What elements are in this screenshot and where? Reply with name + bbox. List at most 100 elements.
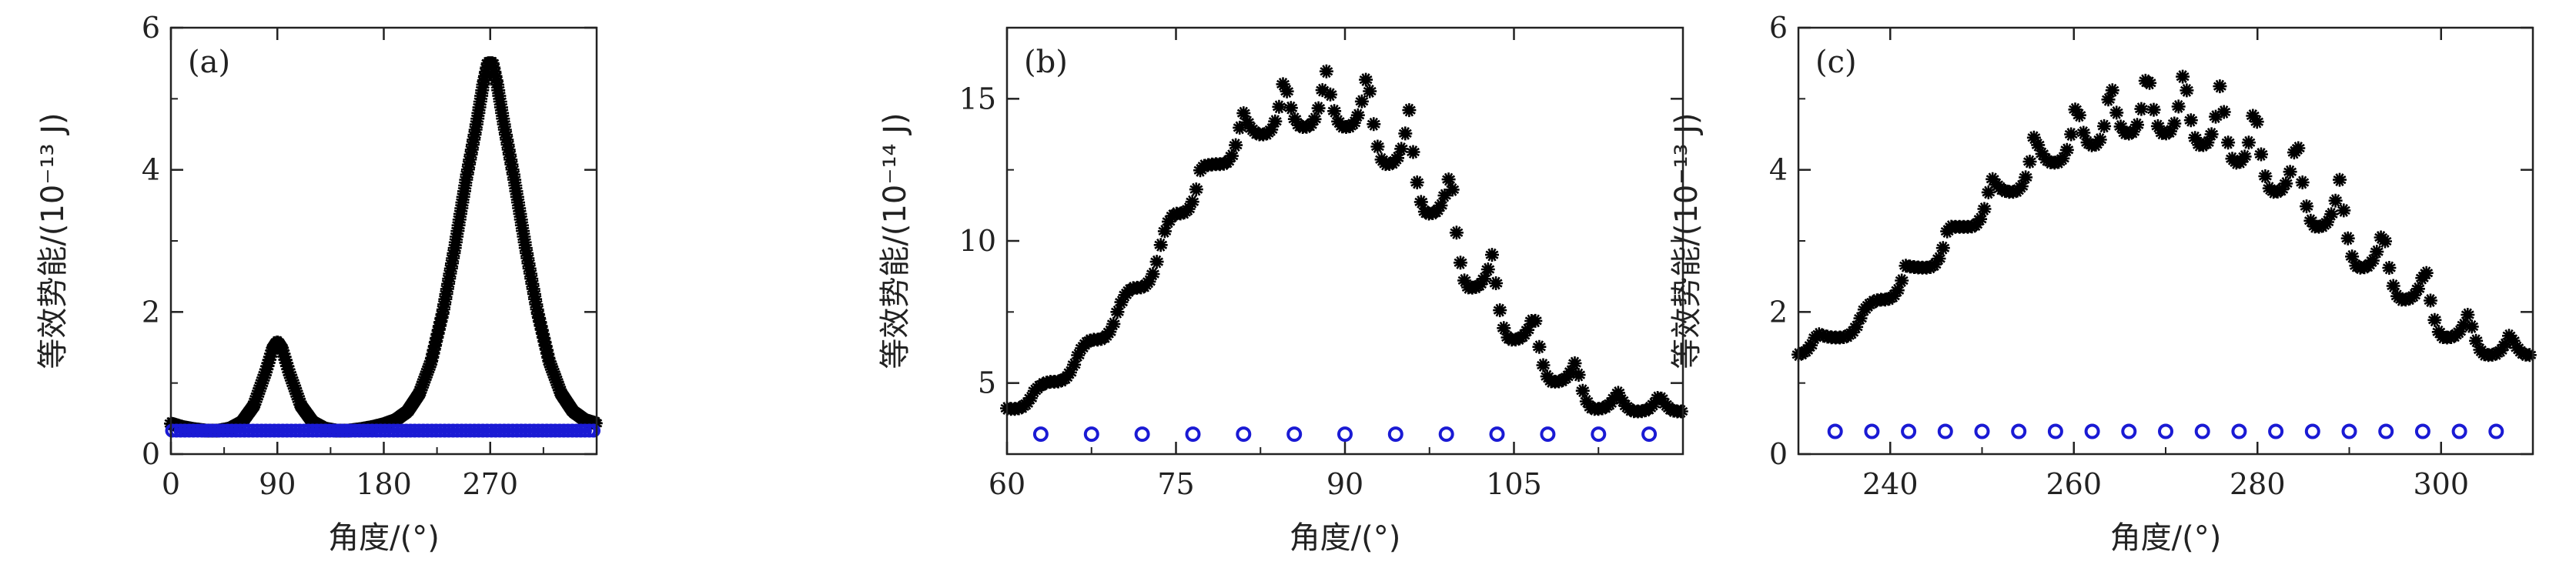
series-circle-b bbox=[1032, 426, 1658, 443]
data-point-star bbox=[427, 342, 441, 357]
data-point-star bbox=[1363, 84, 1377, 99]
data-point-star bbox=[1319, 64, 1333, 79]
data-point-star bbox=[1804, 338, 1818, 352]
data-point-star bbox=[2068, 102, 2083, 117]
data-point-star bbox=[2410, 282, 2425, 296]
data-point-star bbox=[1323, 87, 1337, 102]
x-tick-label: 270 bbox=[462, 467, 518, 501]
data-point-star bbox=[2485, 347, 2500, 362]
data-point-star bbox=[1350, 108, 1365, 122]
data-point-star bbox=[1611, 386, 1625, 400]
data-point-star bbox=[2473, 342, 2487, 357]
data-point-star bbox=[2146, 102, 2161, 117]
data-point-star bbox=[1619, 399, 1634, 413]
data-point-circle bbox=[1236, 426, 1252, 443]
data-point-star bbox=[1445, 182, 1460, 197]
data-point-star bbox=[2365, 253, 2380, 268]
y-axis-label: 等效势能/(10⁻¹⁴ J) bbox=[878, 112, 913, 369]
data-point-star bbox=[1283, 101, 1298, 115]
data-point-star bbox=[2167, 116, 2182, 131]
y-tick-label: 0 bbox=[1769, 437, 1788, 471]
data-point-star bbox=[1240, 115, 1255, 129]
data-point-star bbox=[2076, 125, 2091, 140]
data-point-circle bbox=[587, 423, 601, 438]
data-point-star bbox=[2064, 127, 2079, 142]
data-point-circle bbox=[2451, 423, 2467, 439]
data-point-star bbox=[1654, 391, 1669, 406]
data-point-star bbox=[2254, 147, 2268, 162]
data-point-circle bbox=[2378, 423, 2394, 439]
data-point-star bbox=[2237, 149, 2252, 164]
data-point-star bbox=[1402, 103, 1417, 118]
data-point-star bbox=[1067, 357, 1082, 372]
x-tick-label: 75 bbox=[1157, 467, 1194, 501]
data-point-circle bbox=[2158, 423, 2173, 439]
panel-label: (a) bbox=[188, 45, 230, 80]
data-point-star bbox=[2345, 249, 2360, 264]
data-point-star bbox=[1075, 341, 1089, 356]
data-point-star bbox=[2291, 141, 2306, 155]
data-point-star bbox=[2324, 207, 2339, 222]
data-point-star bbox=[1236, 106, 1251, 121]
data-point-star bbox=[2419, 266, 2434, 280]
data-point-star bbox=[450, 229, 464, 244]
x-tick-label: 300 bbox=[2413, 467, 2469, 501]
y-tick-label: 5 bbox=[978, 366, 996, 400]
data-point-circle bbox=[1974, 423, 1990, 439]
data-point-circle bbox=[1937, 423, 1953, 439]
data-point-star bbox=[1799, 343, 1814, 358]
data-point-circle bbox=[1864, 423, 1880, 439]
data-point-star bbox=[1532, 339, 1547, 354]
data-point-star bbox=[1493, 303, 1507, 318]
data-point-star bbox=[1142, 274, 1156, 289]
data-point-star bbox=[2312, 219, 2327, 234]
data-point-star bbox=[1224, 149, 1239, 163]
data-point-star bbox=[1398, 126, 1413, 141]
data-point-star bbox=[2316, 219, 2330, 233]
plot-frame bbox=[169, 26, 598, 456]
data-point-star bbox=[1189, 182, 1203, 197]
data-point-star bbox=[1347, 115, 1361, 130]
data-point-star bbox=[2279, 176, 2293, 191]
panel-label: (c) bbox=[1815, 45, 1857, 80]
panel-b: 60 75 90 105 5 10 15 (b) 角度/(°) 等效势能/(10⁻¹⁴ J) bbox=[878, 26, 1688, 556]
data-point-star bbox=[2204, 127, 2219, 142]
x-axis-label: 角度/(°) bbox=[2110, 520, 2222, 556]
x-tick-label: 260 bbox=[2046, 467, 2102, 501]
data-point-star bbox=[2056, 151, 2070, 165]
data-point-star bbox=[2374, 230, 2388, 245]
data-point-star bbox=[2340, 231, 2355, 246]
data-point-circle bbox=[1337, 426, 1353, 443]
y-tick-label: 2 bbox=[1769, 295, 1788, 329]
x-tick-label: 90 bbox=[259, 467, 296, 501]
data-point-star bbox=[1571, 368, 1586, 383]
data-point-circle bbox=[2084, 423, 2100, 439]
data-point-star bbox=[2283, 165, 2297, 179]
data-point-star bbox=[2130, 118, 2144, 132]
data-point-star bbox=[1390, 151, 1404, 165]
data-point-star bbox=[1567, 356, 1582, 370]
data-point-star bbox=[1173, 206, 1188, 221]
data-point-star bbox=[2209, 109, 2223, 124]
x-tick-label: 240 bbox=[1862, 467, 1919, 501]
data-point-star bbox=[1315, 83, 1330, 98]
data-point-star bbox=[1272, 99, 1286, 114]
series-star-b bbox=[1000, 64, 1688, 419]
data-point-star bbox=[1102, 325, 1117, 339]
data-point-circle bbox=[1591, 426, 1607, 443]
data-point-star bbox=[2176, 69, 2190, 84]
data-point-circle bbox=[2047, 423, 2063, 439]
data-point-star bbox=[2407, 288, 2421, 302]
panel-a: 0 90 180 270 0 2 4 6 (a) 角度/(°) 等效势能/(10⁻¹³ J) bbox=[35, 11, 603, 556]
data-point-star bbox=[2337, 203, 2351, 218]
y-tick-label: 0 bbox=[142, 437, 160, 471]
data-point-star bbox=[1449, 226, 1464, 240]
y-tick-label: 2 bbox=[142, 295, 160, 329]
data-point-circle bbox=[1185, 426, 1201, 443]
data-point-star bbox=[1406, 145, 1420, 159]
data-point-star bbox=[505, 162, 520, 177]
data-point-star bbox=[2059, 142, 2074, 157]
data-point-star bbox=[1940, 224, 1955, 239]
data-point-star bbox=[1062, 366, 1077, 379]
data-point-star bbox=[1477, 272, 1491, 286]
